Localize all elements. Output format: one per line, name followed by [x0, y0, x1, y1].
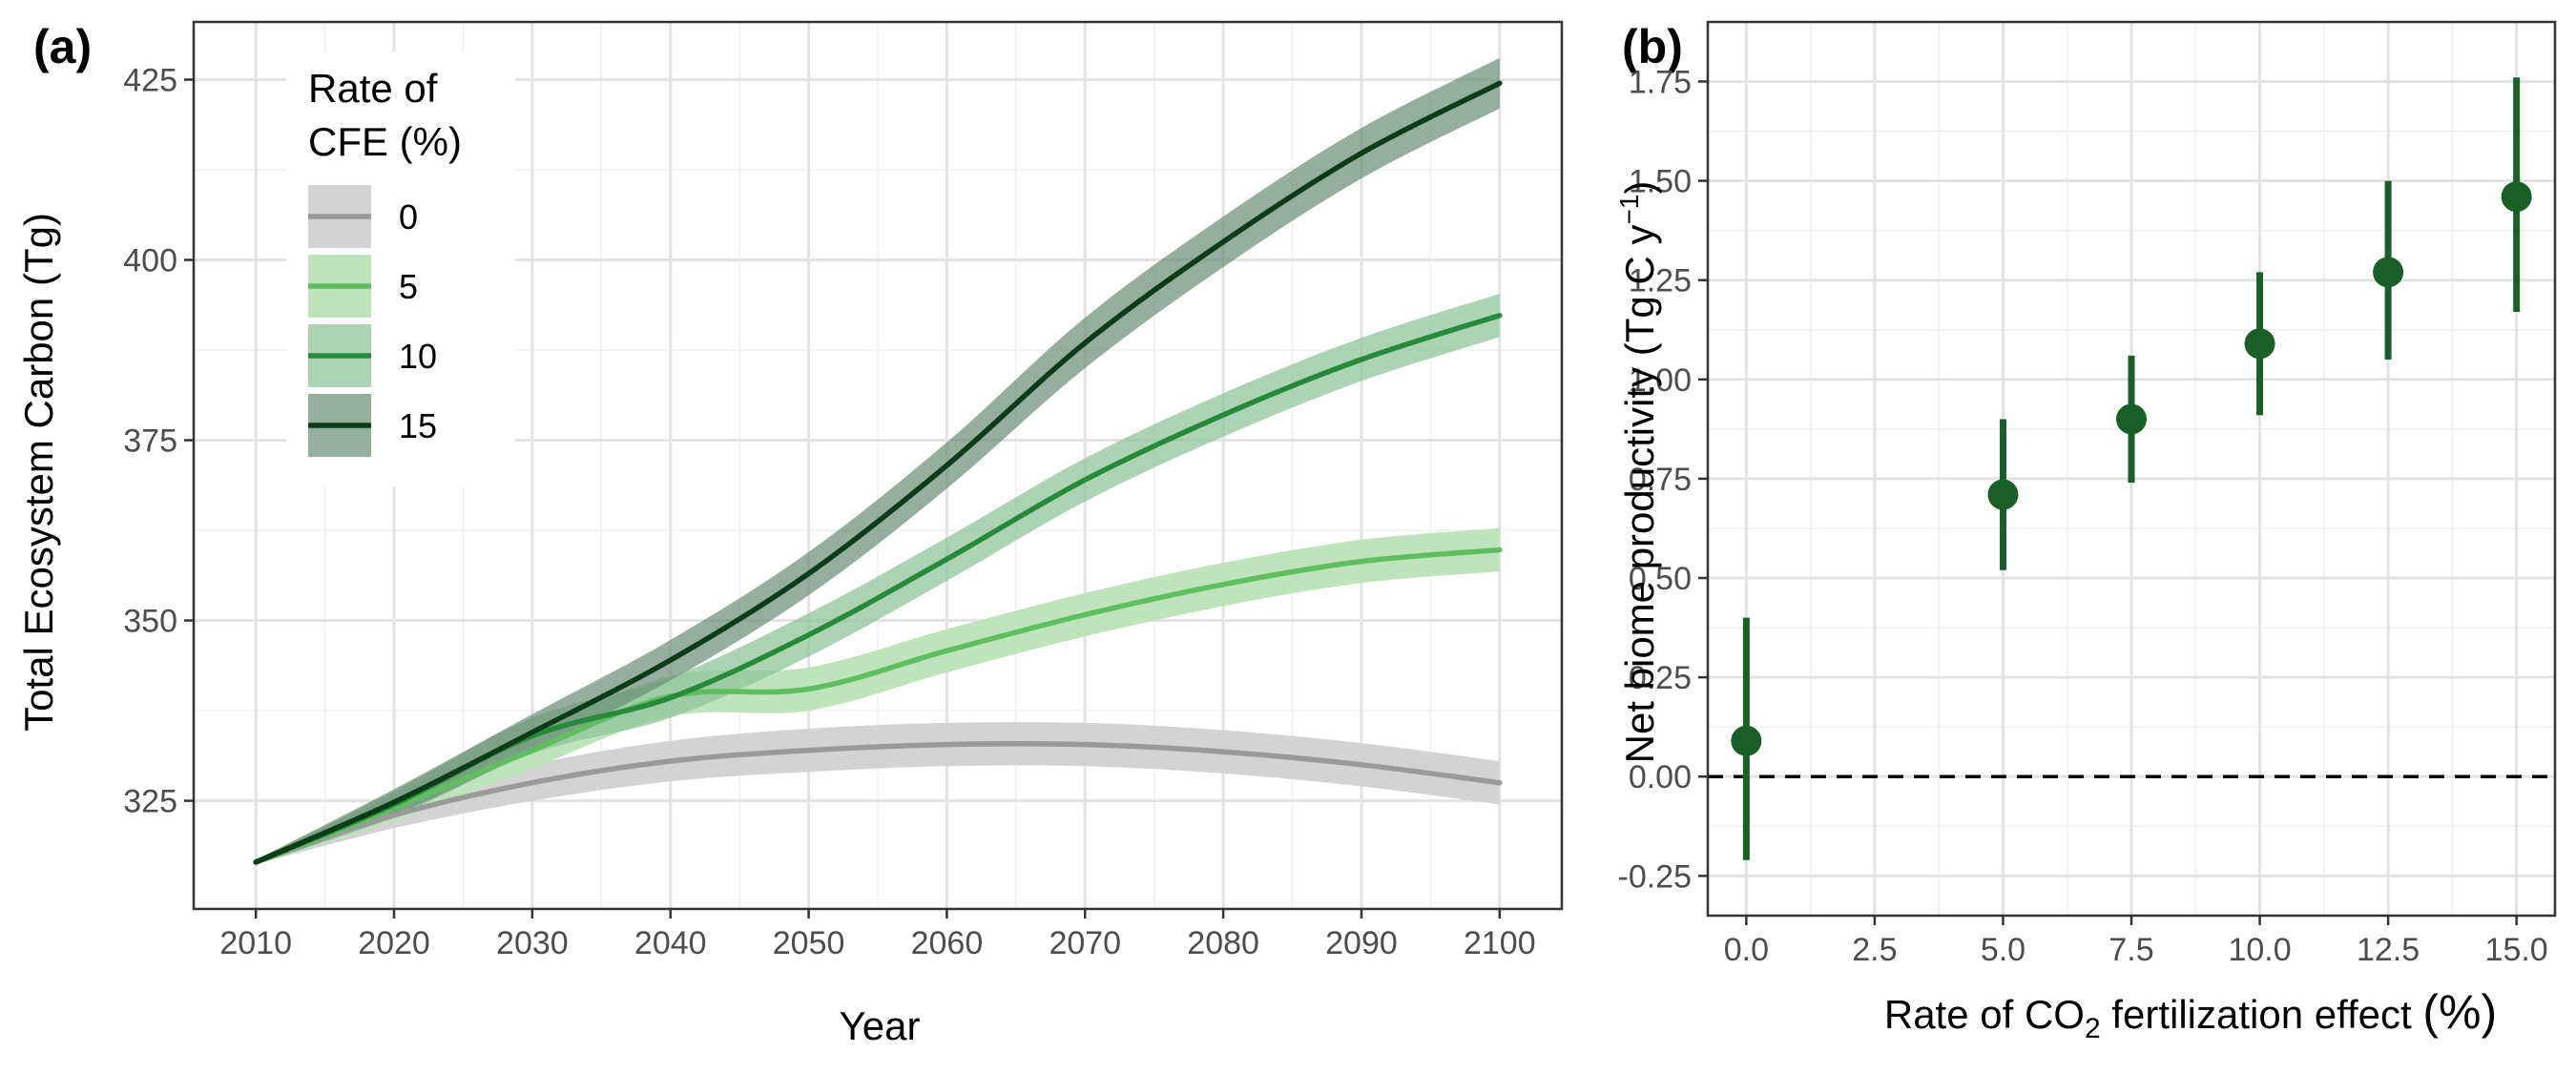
panel-a-y-tick-label: 325	[123, 784, 177, 820]
legend-items: 0 5 10 15	[308, 185, 437, 457]
panel-b-y-tick-label: 0.50	[1629, 561, 1692, 597]
band-cfe-5	[256, 527, 1500, 865]
data-point	[1987, 479, 2019, 510]
panel-a-x-axis-title: Year	[840, 1003, 921, 1048]
data-point	[2244, 328, 2275, 360]
legend-label-cfe-0: 0	[399, 197, 418, 237]
panel-a-y-tick-label: 425	[123, 62, 177, 98]
panel-b-x-tick-label: 2.5	[1852, 932, 1897, 968]
panel-a-y-axis-title: Total Ecosystem Carbon (Tg)	[16, 213, 61, 732]
panel-b-y-tick-label: 1.50	[1629, 164, 1692, 200]
x-title-unit: (%)	[2422, 985, 2497, 1039]
band-cfe-0	[256, 722, 1500, 865]
panel-a-x-ticks: 2010 2020 2030 2040 2050 2060 2070 2080 2090 2100	[219, 909, 1536, 961]
line-cfe-15	[253, 80, 1503, 865]
data-point	[2373, 257, 2404, 288]
x-title-post: fertilization effect	[2101, 992, 2423, 1037]
data-point	[2501, 181, 2532, 213]
panel-b-y-axis-title: Net biome productivity (Tg C y−1)	[1614, 181, 1662, 764]
panel-b-points	[1731, 77, 2532, 860]
panel-a-label: (a)	[33, 20, 92, 73]
data-point	[1731, 725, 1762, 756]
y-title-pre: Net biome productivity	[1617, 356, 1662, 763]
x-title-pre: Rate of CO	[1884, 992, 2085, 1037]
legend-label-cfe-10: 10	[399, 337, 437, 376]
legend-label-cfe-15: 15	[399, 406, 437, 445]
panel-a: (a) 2010 2020 2030 2040 2050 2060 2070 2080 2090…	[16, 20, 1564, 1048]
panel-a-x-tick-label: 2010	[219, 925, 292, 961]
panel-a-y-tick-label: 350	[123, 604, 177, 640]
legend: Rate of CFE (%) 0 5 10 15	[286, 52, 515, 486]
panel-b-y-tick-label: 0.00	[1629, 759, 1692, 795]
panel-a-x-tick-label: 2050	[773, 925, 845, 961]
panel-a-bands	[256, 57, 1500, 865]
panel-b-x-tick-label: 0.0	[1724, 932, 1769, 968]
panel-a-lines	[253, 80, 1503, 865]
panel-a-x-tick-label: 2100	[1464, 925, 1536, 961]
y-title-superscript: −1	[1614, 195, 1644, 225]
panel-b-y-tick-label: -0.25	[1618, 858, 1693, 895]
panel-a-y-tick-label: 375	[123, 423, 177, 460]
panel-a-x-tick-label: 2070	[1049, 925, 1121, 961]
panel-b-x-tick-label: 7.5	[2109, 932, 2153, 968]
x-title-subscript: 2	[2085, 1013, 2101, 1044]
panel-b-label: (b)	[1622, 20, 1683, 73]
panel-b-x-tick-label: 10.0	[2228, 932, 2291, 968]
line-cfe-0	[253, 740, 1503, 865]
panel-b-y-tick-label: 0.25	[1629, 660, 1692, 696]
panel-b-y-tick-label: 1.25	[1629, 263, 1692, 299]
panel-b-y-tick-label: 1.75	[1629, 64, 1692, 100]
panel-a-y-tick-label: 400	[123, 243, 177, 279]
panel-b: (b) 0.0 2.5 5.0 7.5 10.0 12.5 15.0 -0.25 0.00 0.…	[1614, 20, 2557, 1044]
panel-b-y-tick-label: 0.75	[1629, 462, 1692, 498]
panel-a-x-tick-label: 2090	[1325, 925, 1398, 961]
legend-title-line-1: Rate of	[308, 66, 438, 111]
panel-a-x-tick-label: 2030	[496, 925, 569, 961]
legend-title-line-2: CFE (%)	[308, 119, 462, 164]
data-point	[2116, 403, 2147, 435]
panel-a-frame	[192, 20, 1564, 911]
panel-b-y-ticks: -0.25 0.00 0.25 0.50 0.75 1.00 1.25 1.50 1.75	[1618, 64, 1708, 895]
panel-b-x-ticks: 0.0 2.5 5.0 7.5 10.0 12.5 15.0	[1724, 916, 2548, 968]
panel-b-x-axis-title: Rate of CO2 fertilization effect (%)	[1884, 985, 2497, 1044]
band-cfe-15	[256, 57, 1500, 865]
y-title-unit: (Tg C y	[1617, 225, 1662, 357]
panel-a-x-tick-label: 2020	[358, 925, 430, 961]
legend-label-cfe-5: 5	[399, 267, 418, 306]
panel-b-x-tick-label: 5.0	[1981, 932, 2025, 968]
panel-b-x-tick-label: 15.0	[2485, 932, 2548, 968]
y-title-close: )	[1617, 181, 1662, 195]
panel-b-y-tick-label: 1.00	[1629, 362, 1692, 399]
panel-a-y-ticks: 325 350 375 400 425	[123, 62, 194, 820]
panel-a-x-tick-label: 2040	[634, 925, 707, 961]
panel-a-x-tick-label: 2080	[1187, 925, 1259, 961]
panel-a-x-tick-label: 2060	[911, 925, 984, 961]
line-cfe-5	[253, 547, 1503, 865]
panel-b-x-tick-label: 12.5	[2357, 932, 2420, 968]
